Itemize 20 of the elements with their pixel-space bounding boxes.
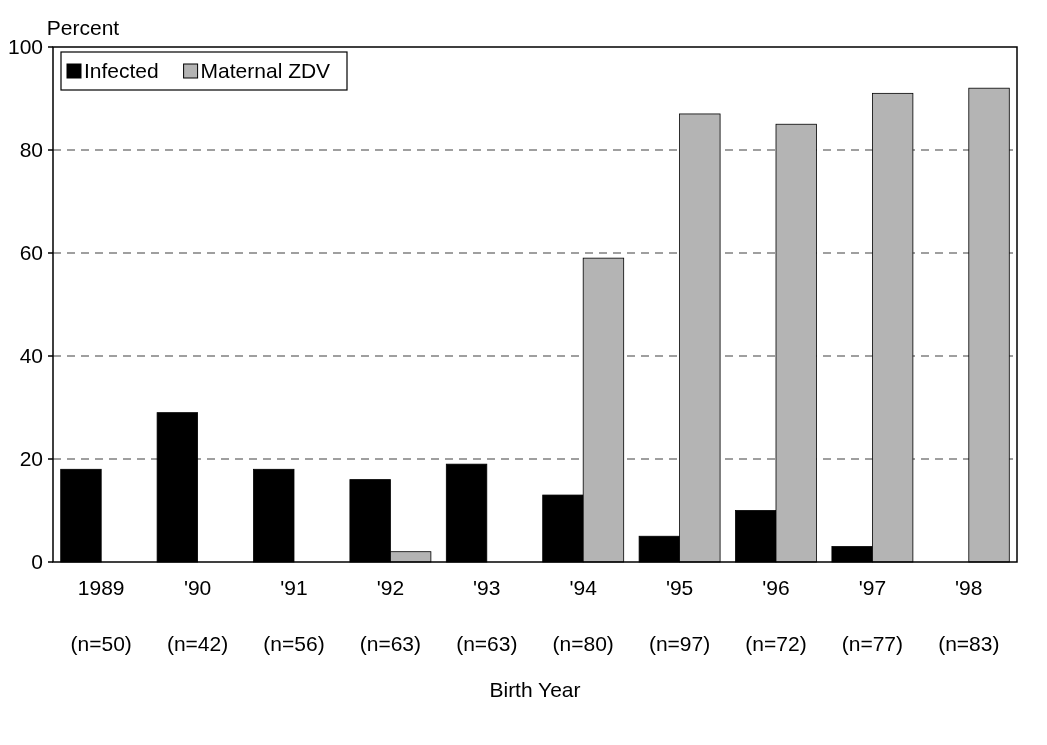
category-label: 1989 (n=50) — [70, 576, 132, 655]
category-label: '94 (n=80) — [552, 576, 614, 655]
category-label: '97 (n=77) — [841, 576, 904, 655]
x-axis-title: Birth Year — [489, 678, 581, 701]
y-tick-label: 40 — [19, 344, 43, 368]
category-label: '93 (n=63) — [456, 576, 518, 655]
category-label: '96 (n=72) — [745, 576, 807, 655]
y-axis-title: Percent — [46, 16, 120, 39]
category-label: '92 (n=63) — [359, 576, 422, 655]
category-label: '91 (n=56) — [263, 576, 325, 655]
category-label: '95 (n=97) — [648, 576, 711, 655]
y-tick-label: 0 — [31, 550, 43, 574]
y-tick-label: 60 — [19, 241, 43, 265]
category-label: '98 (n=83) — [938, 576, 1000, 655]
y-tick-label: 80 — [19, 138, 43, 162]
legend-label: Maternal ZDV — [200, 59, 331, 83]
legend-label: Infected — [84, 59, 159, 83]
category-label: '90 (n=42) — [166, 576, 229, 655]
y-tick-label: 20 — [19, 447, 43, 471]
y-tick-label: 100 — [7, 35, 43, 59]
